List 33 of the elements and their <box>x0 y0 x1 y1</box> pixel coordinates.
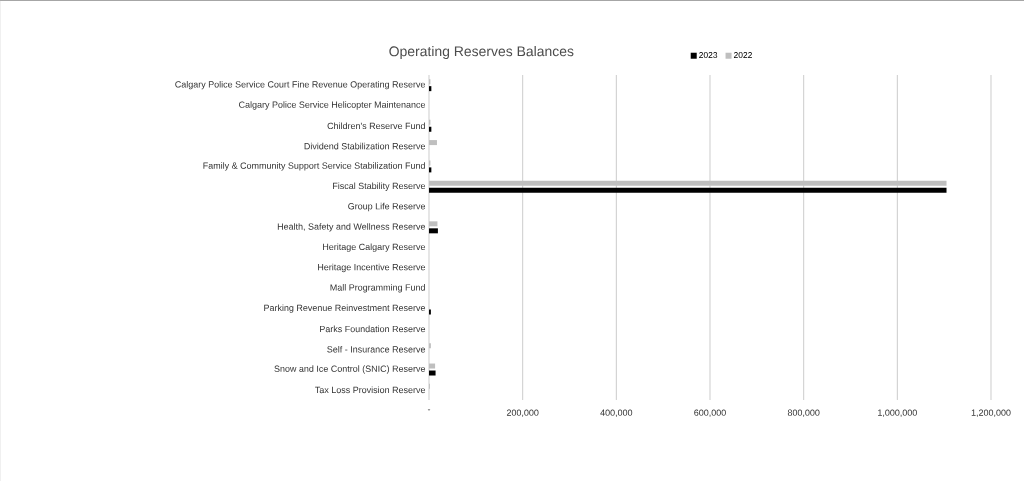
y-tick-label: Parking Revenue Reinvestment Reserve <box>264 304 426 313</box>
x-tick-label: 200,000 <box>506 409 539 417</box>
x-tick-label: 600,000 <box>694 409 726 417</box>
x-tick-label: 1,200,000 <box>971 409 1011 417</box>
bar <box>429 140 437 146</box>
legend-label: 2023 <box>699 52 718 59</box>
y-tick-label: Dividend Stabilization Reserve <box>304 142 426 150</box>
x-tick-label: - <box>427 409 431 411</box>
y-tick-label: Self - Insurance Reserve <box>327 345 426 353</box>
y-tick-label: Family & Community Support Service Stabilization Fund <box>203 162 425 171</box>
y-tick-label: Children's Reserve Fund <box>327 122 425 130</box>
y-tick-label: Heritage Calgary Reserve <box>323 243 426 252</box>
legend-label: 2022 <box>733 52 752 59</box>
x-tick-label: 400,000 <box>600 409 633 417</box>
bar <box>429 370 436 376</box>
y-tick-label: Snow and Ice Control (SNIC) Reserve <box>274 365 426 374</box>
y-tick-label: Group Life Reserve <box>348 202 426 212</box>
bar <box>429 221 438 227</box>
y-tick-label: Fiscal Stability Reserve <box>333 182 426 191</box>
y-tick-label: Mall Programming Fund <box>330 284 425 293</box>
x-tick-label: 1,000,000 <box>878 409 917 417</box>
y-tick-label: Calgary Police Service Court Fine Revenue Operating Reserve <box>175 80 426 90</box>
y-tick-label: Calgary Police Service Helicopter Maintenance <box>239 101 426 110</box>
bar <box>429 180 947 186</box>
y-tick-label: Heritage Incentive Reserve <box>318 263 426 273</box>
bar <box>429 228 438 234</box>
x-tick-label: 800,000 <box>787 409 820 417</box>
y-tick-label: Health, Safety and Wellness Reserve <box>277 223 426 232</box>
y-tick-label: Tax Loss Provision Reserve <box>315 386 426 394</box>
y-tick-label: Parks Foundation Reserve <box>320 325 426 333</box>
bar <box>429 363 436 369</box>
bar <box>429 187 947 193</box>
chart-title: Operating Reserves Balances <box>389 45 574 59</box>
